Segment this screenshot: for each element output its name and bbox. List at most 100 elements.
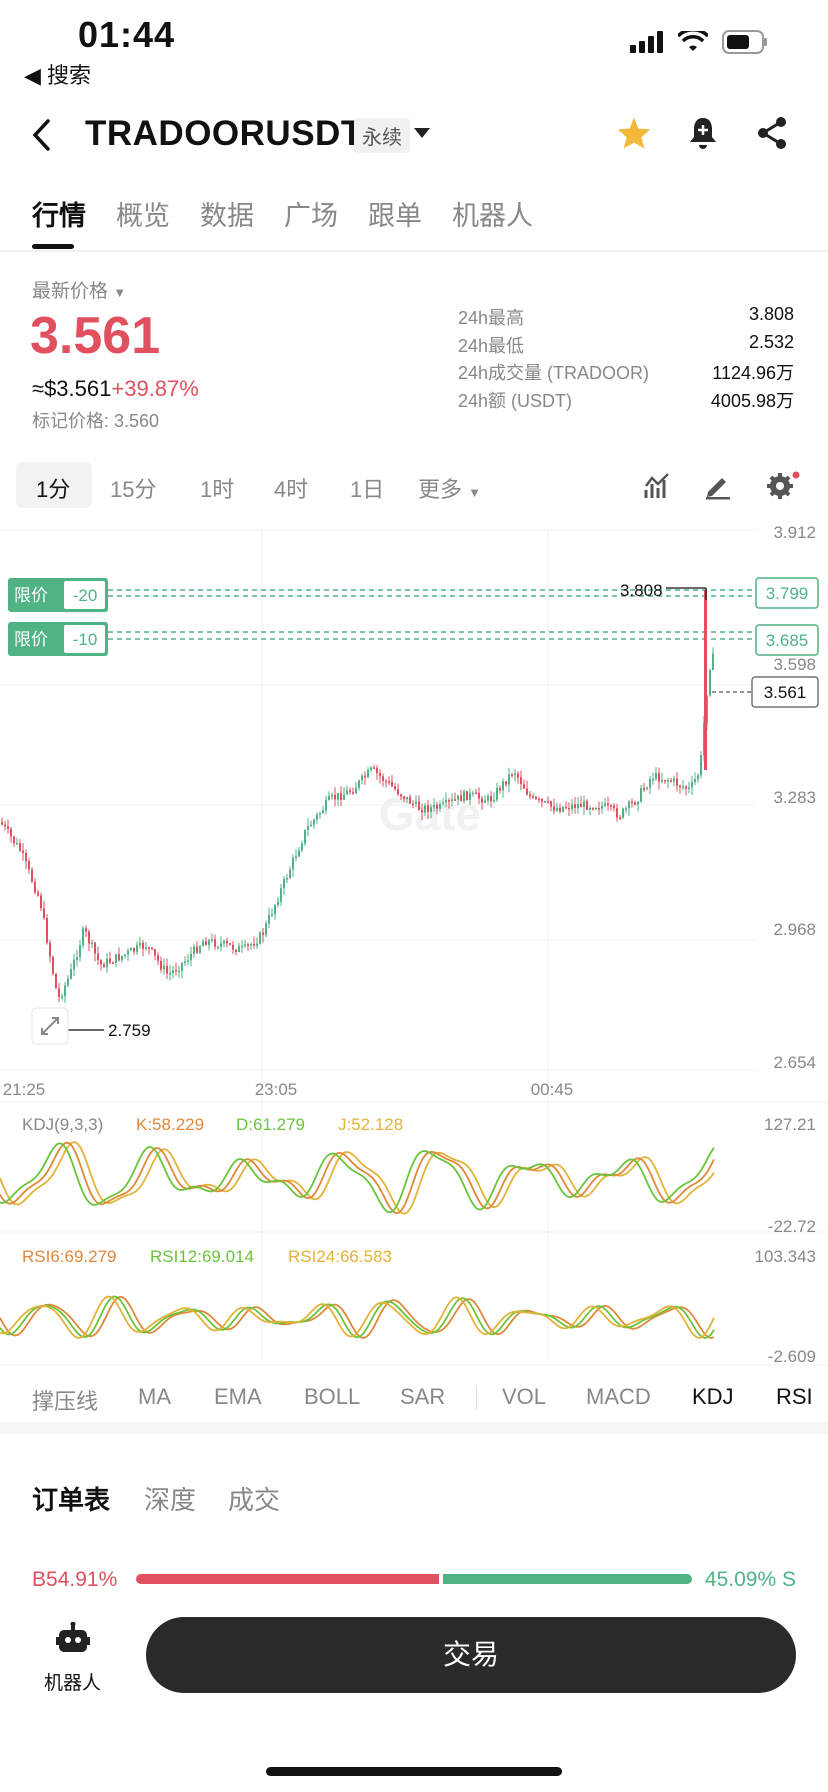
candle-body <box>67 978 69 986</box>
candle-body <box>10 828 12 837</box>
tab-order-book[interactable]: 订单表 <box>32 1485 111 1515</box>
tab-data[interactable]: 数据 <box>200 201 254 231</box>
candle-body <box>538 798 540 801</box>
candle-body <box>187 960 189 962</box>
candle-body <box>574 804 576 808</box>
price-axis-label: 2.654 <box>773 1053 816 1072</box>
robot-icon[interactable] <box>56 1622 90 1654</box>
tab-copy-trade[interactable]: 跟单 <box>368 201 422 231</box>
favorite-star-icon[interactable] <box>616 116 652 150</box>
candle-body <box>262 932 264 935</box>
limit-order-line[interactable]: 限价 -20 3.799 <box>8 577 819 612</box>
current-price-label: 3.561 <box>764 683 807 702</box>
candle-body <box>556 807 558 811</box>
timeframe-15m[interactable]: 15分 <box>110 477 157 502</box>
indicator-sar[interactable]: SAR <box>400 1384 446 1409</box>
tab-square[interactable]: 广场 <box>284 201 338 231</box>
chart-settings-gear-icon[interactable] <box>766 470 800 502</box>
timeframe-active-bg <box>16 462 92 508</box>
expand-icon <box>41 1017 59 1035</box>
stat-value: 4005.98万 <box>710 390 794 411</box>
candle-body <box>658 772 660 782</box>
indicator-support-resistance[interactable]: 撑压线 <box>32 1389 99 1414</box>
timeframe-1m[interactable]: 1分 <box>36 477 71 502</box>
stat-label: 24h最低 <box>458 335 525 356</box>
indicator-ma[interactable]: MA <box>138 1384 171 1409</box>
fullscreen-expand-button[interactable] <box>31 1007 69 1045</box>
price-alert-bell-icon[interactable] <box>688 115 718 151</box>
candle-body <box>454 799 456 801</box>
pair-title[interactable]: TRADOORUSDT <box>85 114 363 153</box>
candle-body <box>682 786 684 789</box>
indicator-macd[interactable]: MACD <box>586 1384 651 1409</box>
candle-body <box>301 843 303 851</box>
price-chart[interactable]: Gate 3.912 3.598 3.283 2.968 2.654 21:25… <box>0 520 828 1400</box>
tab-trades[interactable]: 成交 <box>228 1485 281 1515</box>
last-price: 3.561 <box>30 307 161 365</box>
signal-icon <box>630 31 663 53</box>
robot-nav-label[interactable]: 机器人 <box>44 1673 102 1694</box>
candle-body <box>382 776 384 781</box>
share-icon[interactable] <box>756 116 788 150</box>
candle-body <box>28 861 30 870</box>
tab-robot[interactable]: 机器人 <box>452 201 533 231</box>
candle-body <box>118 954 120 961</box>
latest-price-label[interactable]: 最新价格 ▼ <box>32 276 126 303</box>
candle-body <box>418 801 420 811</box>
indicator-boll[interactable]: BOLL <box>304 1384 361 1409</box>
candle-body <box>172 969 174 973</box>
timeframe-1h[interactable]: 1时 <box>200 477 235 502</box>
indicator-ema[interactable]: EMA <box>214 1384 262 1409</box>
tab-market[interactable]: 行情 <box>32 201 86 231</box>
candle-body <box>583 800 585 808</box>
back-to-search-link[interactable]: ◀ 搜索 <box>24 63 92 88</box>
candle-body <box>148 947 150 949</box>
order-qty: -10 <box>73 630 98 649</box>
tab-depth[interactable]: 深度 <box>144 1485 197 1515</box>
caret-down-icon: ▼ <box>113 285 127 300</box>
candle-body <box>226 940 228 944</box>
candle-body <box>379 773 381 777</box>
rsi-max-label: 103.343 <box>755 1247 816 1266</box>
trade-button[interactable]: 交易 <box>146 1617 796 1693</box>
candle-body <box>493 799 495 802</box>
back-arrow-icon[interactable] <box>30 118 54 152</box>
candle-body <box>631 801 633 804</box>
indicator-kdj[interactable]: KDJ <box>692 1384 734 1409</box>
indicator-vol[interactable]: VOL <box>502 1384 547 1409</box>
wifi-icon <box>678 31 708 51</box>
candle-body <box>211 939 213 941</box>
usd-price: ≈$3.561 <box>32 376 112 401</box>
candle-body <box>106 958 108 968</box>
candle-body <box>91 942 93 945</box>
contract-type-badge[interactable]: 永续 <box>354 118 410 153</box>
sell-ratio-fill <box>443 1574 692 1584</box>
candle-body <box>508 774 510 785</box>
tab-overview[interactable]: 概览 <box>116 201 170 231</box>
candle-body <box>166 965 168 974</box>
candle-body <box>229 943 231 945</box>
pair-dropdown-icon[interactable] <box>414 128 430 138</box>
candle-body <box>511 774 513 776</box>
timeframe-4h[interactable]: 4时 <box>274 477 309 502</box>
indicator-rsi[interactable]: RSI <box>776 1384 813 1409</box>
timeframe-more[interactable]: 更多 ▼ <box>418 472 481 504</box>
candle-body <box>49 942 51 957</box>
timeframe-1d[interactable]: 1日 <box>350 477 385 502</box>
candle-body <box>619 817 621 820</box>
limit-order-line[interactable]: 限价 -10 3.685 <box>8 622 819 656</box>
candle-body <box>331 794 333 797</box>
stat-row: 24h最高 3.808 <box>458 304 794 332</box>
candle-body <box>274 904 276 915</box>
candle-body <box>355 787 357 794</box>
candle-body <box>4 824 6 827</box>
candle-body <box>310 824 312 827</box>
kdj-min-label: -22.72 <box>768 1217 816 1236</box>
candle-body <box>7 826 9 829</box>
candle-body <box>403 796 405 800</box>
indicator-chart-icon[interactable] <box>644 472 670 500</box>
candle-body <box>175 969 177 972</box>
draw-pencil-icon[interactable] <box>704 472 732 500</box>
candle-body <box>610 805 612 807</box>
high-price-label: 3.808 <box>620 581 663 600</box>
